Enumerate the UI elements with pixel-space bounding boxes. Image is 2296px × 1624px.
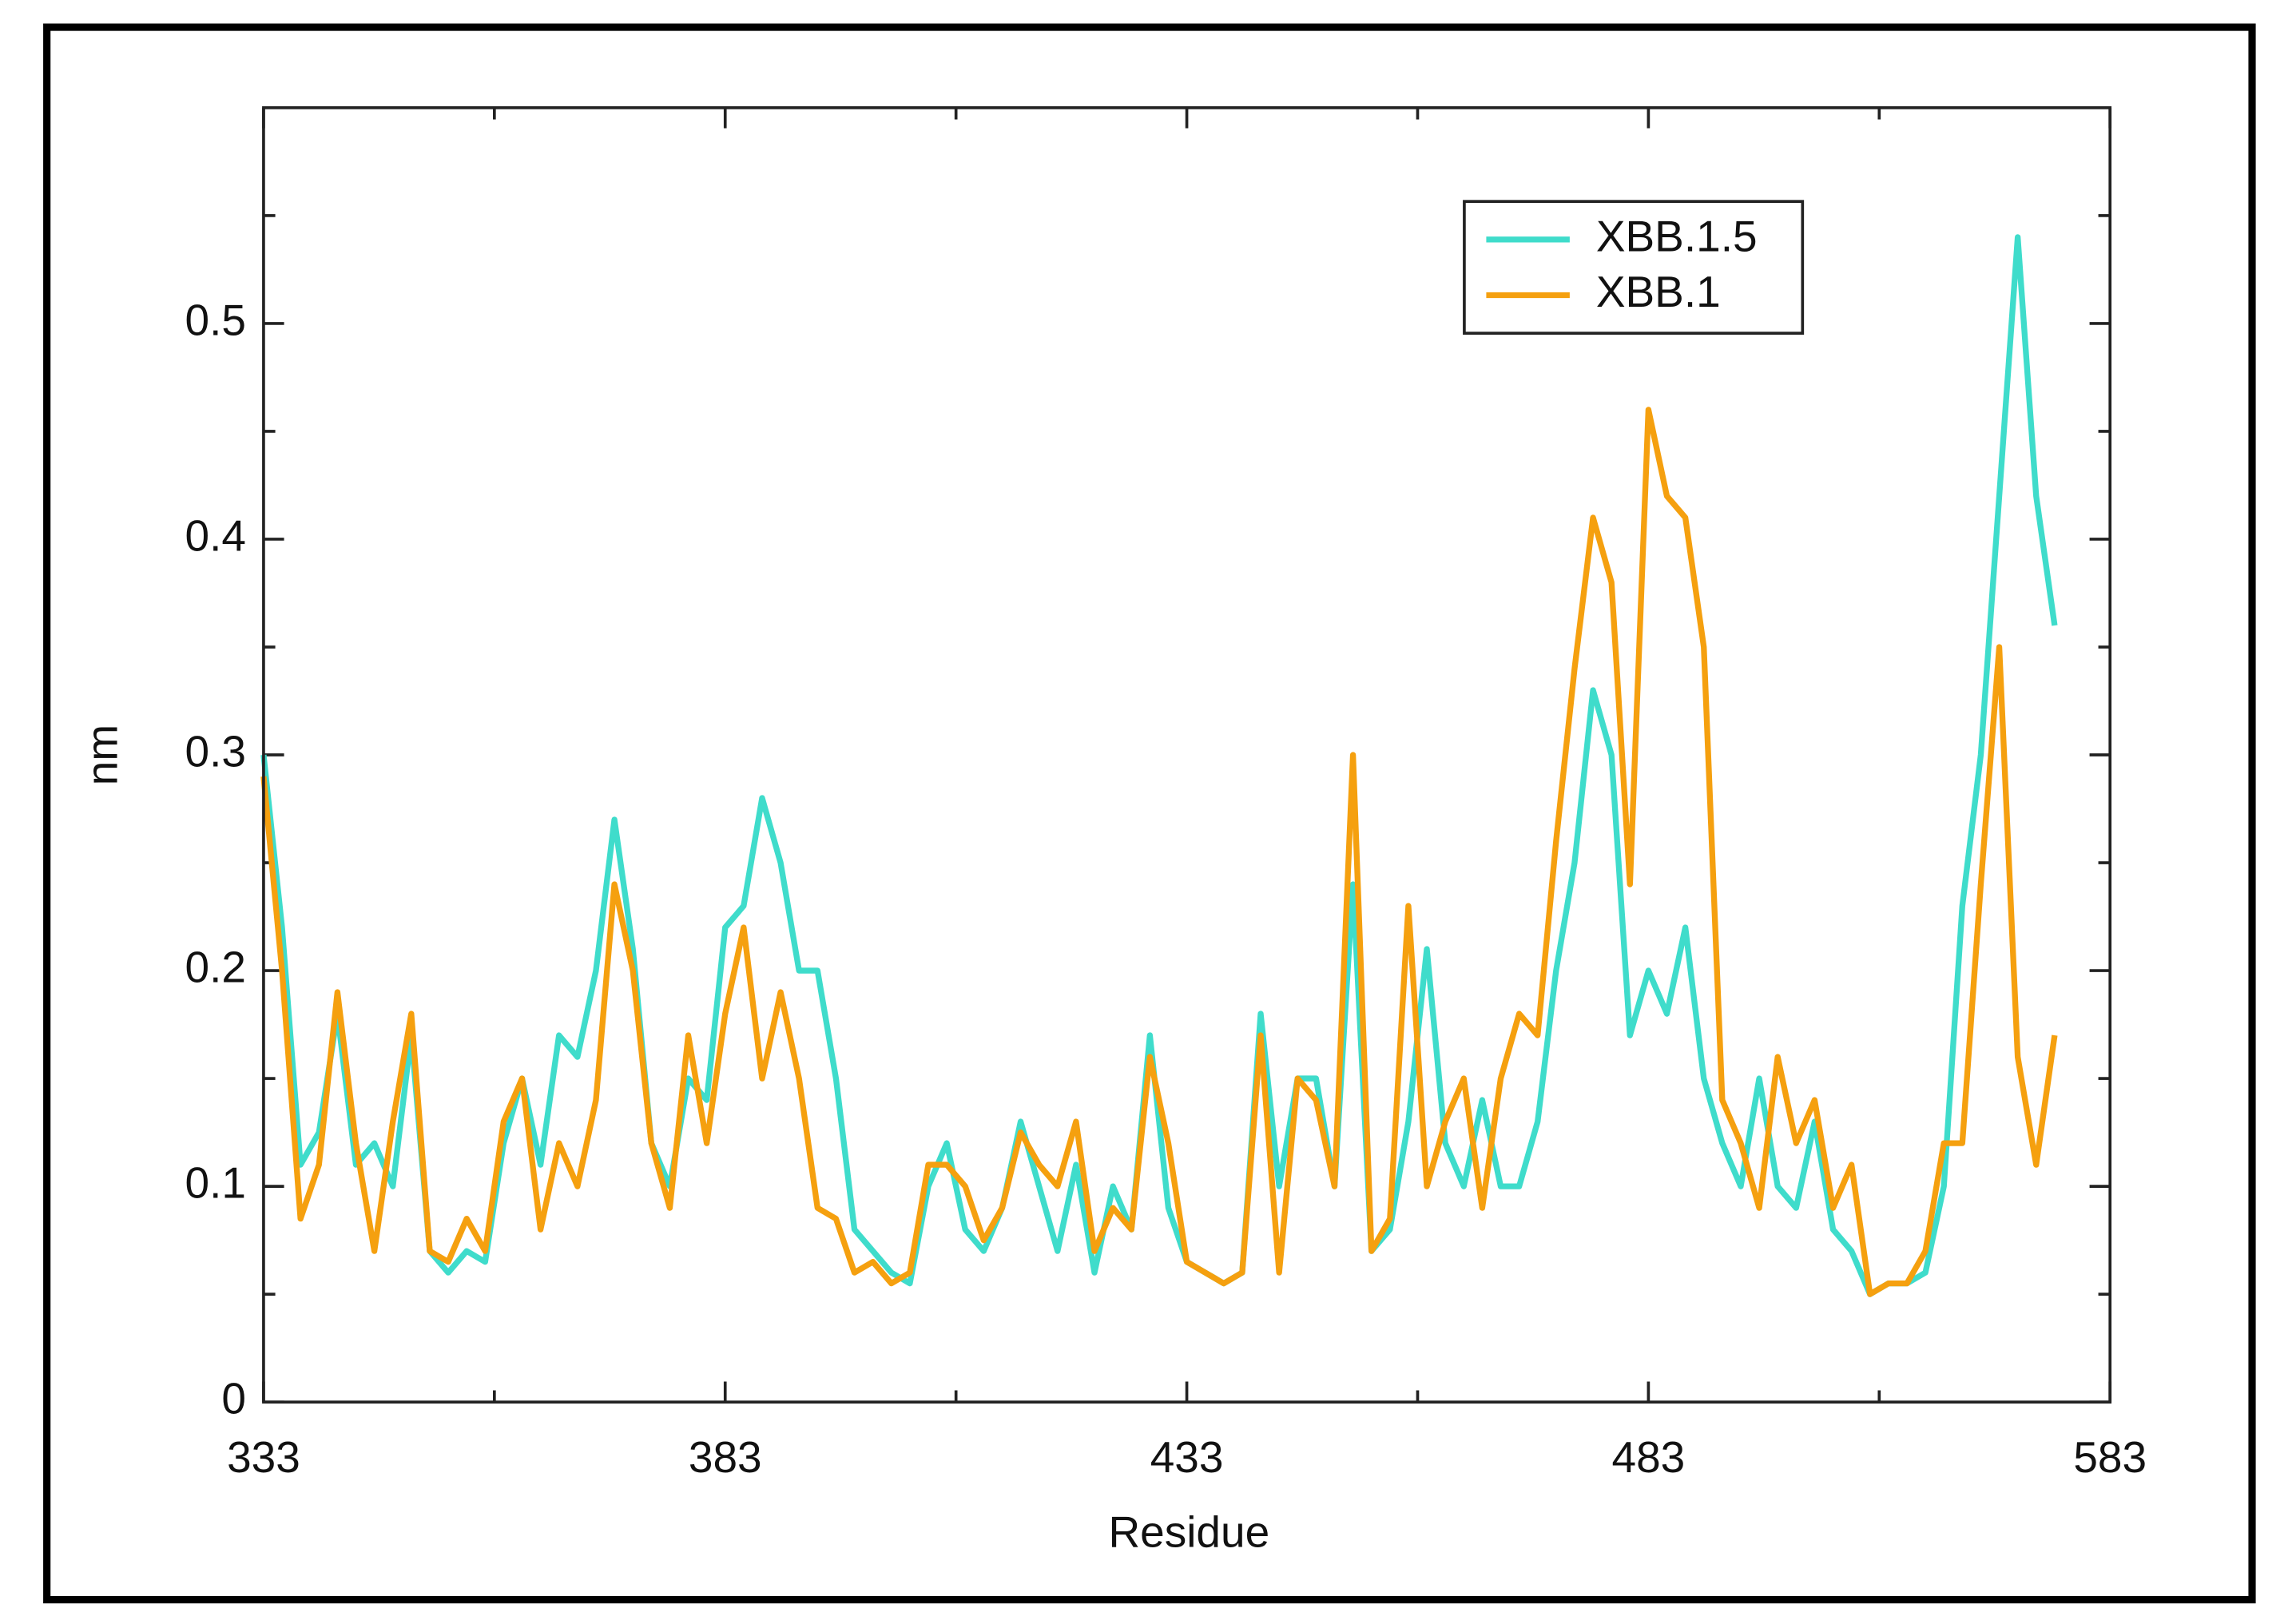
outer-border xyxy=(43,23,2256,1604)
series-line xyxy=(260,234,2058,1297)
legend-label: XBB.1 xyxy=(1596,267,1721,316)
y-tick-label: 0.4 xyxy=(185,510,246,560)
x-tick-label: 383 xyxy=(689,1432,762,1482)
y-tick-label: 0 xyxy=(221,1374,246,1423)
x-tick-label: 333 xyxy=(227,1432,300,1482)
legend-label: XBB.1.5 xyxy=(1596,211,1758,260)
y-axis-label: nm xyxy=(77,725,127,785)
legend-box xyxy=(1463,200,1805,335)
series-line xyxy=(260,407,2058,1297)
x-tick-label: 583 xyxy=(2073,1432,2147,1482)
x-axis-label: Residue xyxy=(1108,1507,1269,1556)
y-tick-label: 0.1 xyxy=(185,1158,246,1208)
y-tick-label: 0.3 xyxy=(185,727,246,776)
x-tick-label: 433 xyxy=(1150,1432,1224,1482)
plot-frame xyxy=(262,106,2112,1404)
x-tick-label: 483 xyxy=(1612,1432,1686,1482)
y-tick-label: 0.2 xyxy=(185,943,246,992)
y-tick-label: 0.5 xyxy=(185,295,246,344)
